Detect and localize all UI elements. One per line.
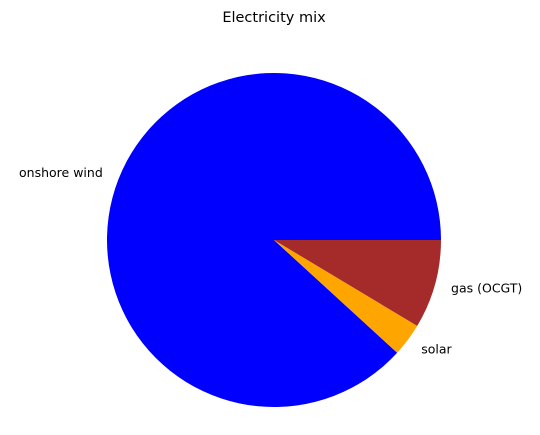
pie-slice-solar [274, 240, 418, 353]
pie-slice-onshore-wind [107, 73, 442, 408]
pie-label-onshore-wind: onshore wind [19, 165, 103, 180]
chart-title: Electricity mix [222, 10, 326, 26]
pie-label-solar: solar [421, 341, 452, 356]
pie-slice-gas-ocgt [274, 240, 441, 326]
pie-labels: onshore wind solar gas (OCGT) [19, 165, 522, 356]
pie-slices [107, 73, 442, 408]
pie-label-gas-ocgt: gas (OCGT) [451, 281, 522, 296]
